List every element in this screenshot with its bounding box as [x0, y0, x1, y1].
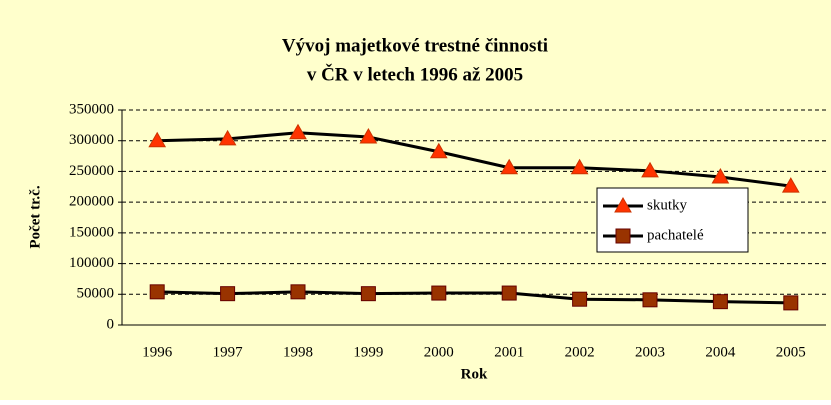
point — [642, 292, 658, 308]
point — [148, 131, 167, 148]
y-tick-label: 250000 — [69, 163, 114, 179]
y-tick-label: 200000 — [69, 194, 114, 210]
x-tick-label: 2000 — [424, 344, 454, 360]
x-tick-label: 1996 — [142, 344, 173, 360]
point — [220, 286, 236, 302]
legend-marker — [614, 196, 632, 213]
x-tick-label: 2004 — [705, 344, 736, 360]
chart-title: Vývoj majetkové trestné činnosti — [282, 35, 548, 56]
x-tick-label: 2002 — [565, 344, 595, 360]
point — [429, 142, 448, 159]
series-line — [157, 131, 791, 188]
x-axis-label: Rok — [461, 366, 488, 382]
legend-marker — [615, 228, 631, 244]
point — [149, 284, 165, 300]
y-tick-label: 300000 — [69, 132, 114, 148]
y-axis-label: Počet tr.č. — [27, 185, 43, 248]
y-tick-label: 350000 — [69, 101, 114, 117]
legend-label: skutky — [647, 197, 688, 213]
x-tick-label: 2005 — [776, 344, 806, 360]
point — [712, 294, 728, 310]
y-tick-label: 0 — [107, 316, 115, 332]
point — [501, 285, 517, 301]
point — [359, 128, 378, 144]
point — [289, 123, 307, 140]
x-tick-label: 2003 — [635, 344, 665, 360]
point — [783, 295, 799, 311]
point — [641, 161, 659, 178]
point — [572, 291, 588, 307]
chart-title: v ČR v letech 1996 až 2005 — [307, 63, 523, 85]
x-tick-label: 1998 — [283, 344, 313, 360]
series-line — [157, 290, 791, 305]
y-tick-label: 50000 — [77, 286, 115, 302]
x-tick-label: 1999 — [353, 344, 383, 360]
point — [218, 129, 237, 146]
point — [500, 158, 519, 175]
y-tick-label: 150000 — [69, 224, 114, 240]
point — [290, 284, 306, 300]
legend-label: pachatelé — [647, 227, 704, 243]
point — [570, 158, 589, 175]
y-tick-label: 100000 — [69, 255, 114, 271]
point — [711, 167, 730, 184]
point — [360, 286, 376, 302]
point — [781, 177, 800, 193]
x-tick-label: 1997 — [213, 344, 244, 360]
point — [431, 285, 447, 301]
x-tick-label: 2001 — [494, 344, 524, 360]
